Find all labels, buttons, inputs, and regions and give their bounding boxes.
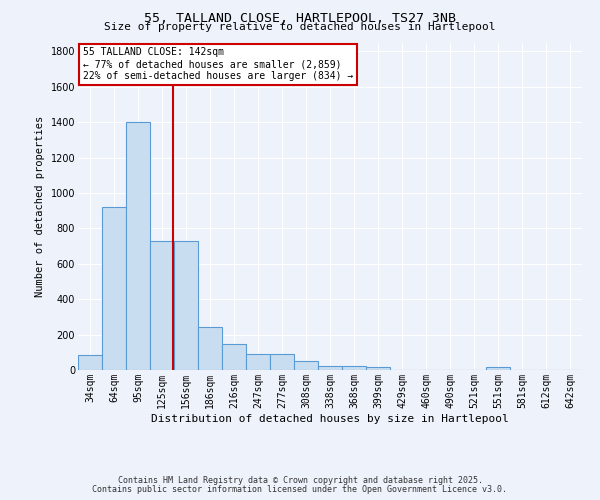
Bar bbox=[126, 122, 150, 370]
Bar bbox=[246, 354, 270, 370]
Bar bbox=[174, 241, 198, 370]
Bar bbox=[366, 368, 390, 370]
Bar bbox=[78, 355, 102, 370]
Bar bbox=[318, 366, 342, 370]
Text: 55, TALLAND CLOSE, HARTLEPOOL, TS27 3NB: 55, TALLAND CLOSE, HARTLEPOOL, TS27 3NB bbox=[144, 12, 456, 26]
Bar bbox=[486, 368, 510, 370]
Bar bbox=[102, 207, 126, 370]
Text: Contains public sector information licensed under the Open Government Licence v3: Contains public sector information licen… bbox=[92, 484, 508, 494]
Bar bbox=[150, 241, 174, 370]
Bar bbox=[222, 344, 246, 370]
X-axis label: Distribution of detached houses by size in Hartlepool: Distribution of detached houses by size … bbox=[151, 414, 509, 424]
Text: Contains HM Land Registry data © Crown copyright and database right 2025.: Contains HM Land Registry data © Crown c… bbox=[118, 476, 482, 485]
Text: Size of property relative to detached houses in Hartlepool: Size of property relative to detached ho… bbox=[104, 22, 496, 32]
Bar bbox=[342, 366, 366, 370]
Bar bbox=[270, 354, 294, 370]
Y-axis label: Number of detached properties: Number of detached properties bbox=[35, 116, 45, 297]
Bar bbox=[198, 326, 222, 370]
Text: 55 TALLAND CLOSE: 142sqm
← 77% of detached houses are smaller (2,859)
22% of sem: 55 TALLAND CLOSE: 142sqm ← 77% of detach… bbox=[83, 48, 353, 80]
Bar bbox=[294, 361, 318, 370]
